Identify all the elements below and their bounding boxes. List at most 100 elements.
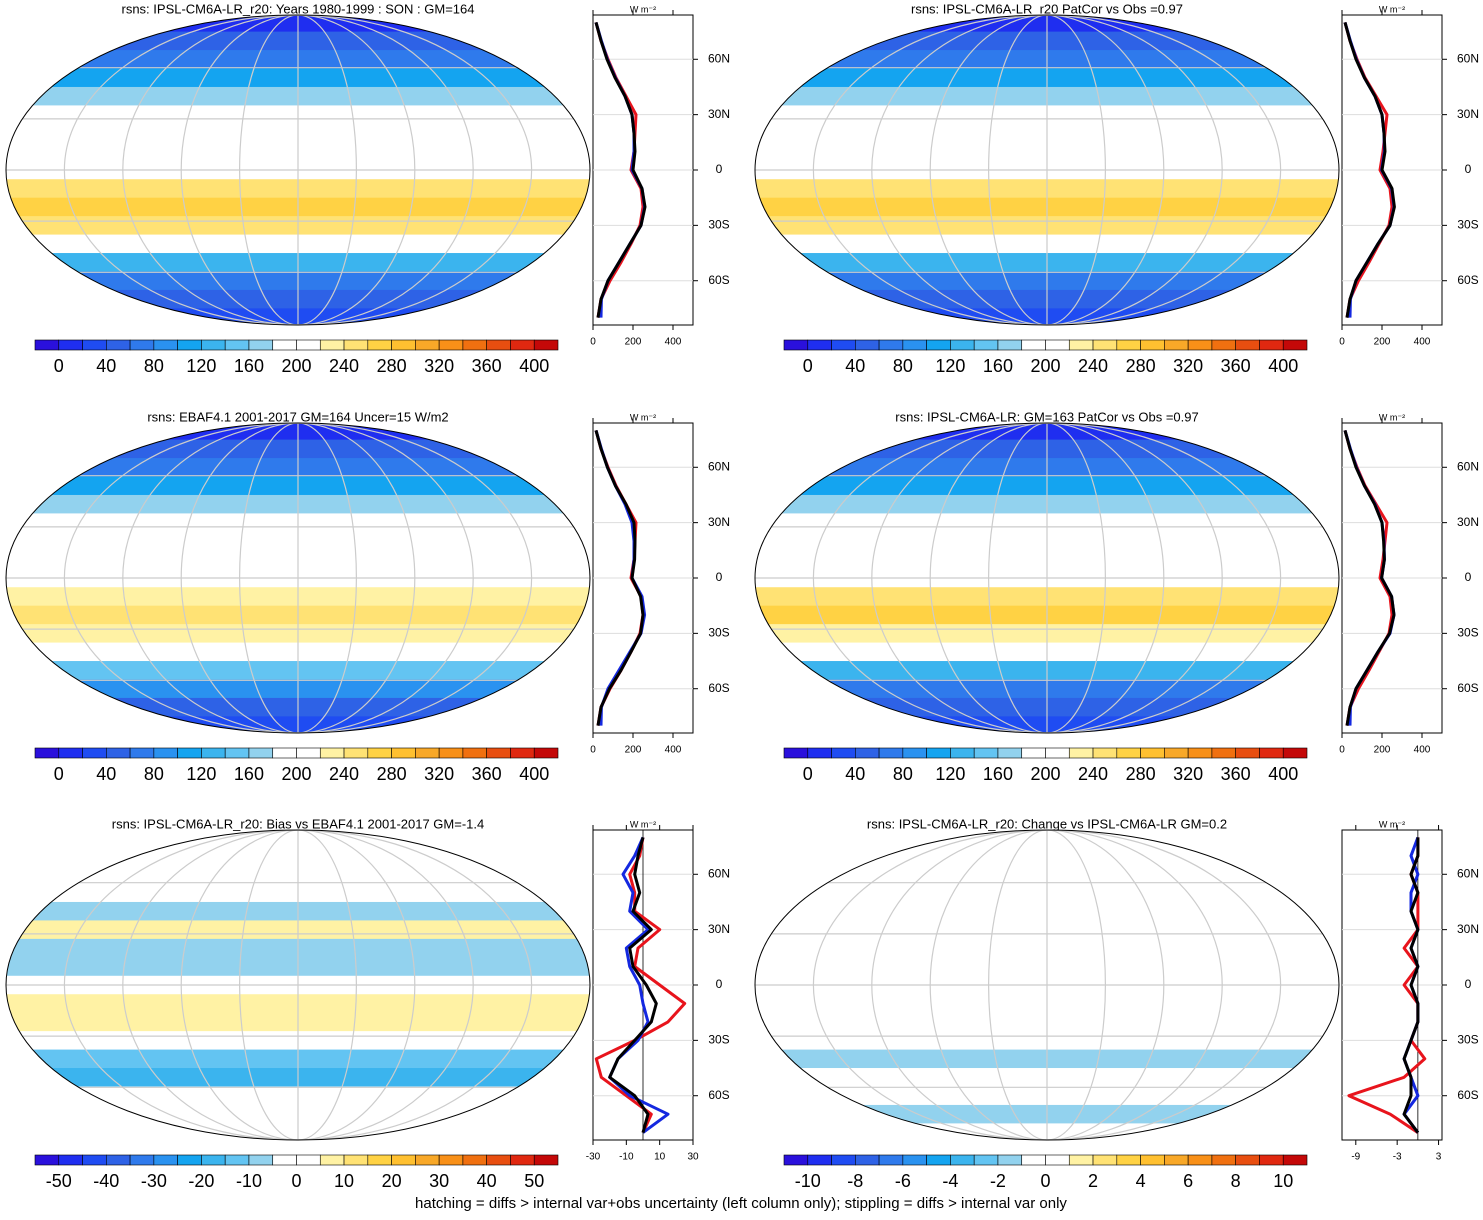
colorbar-box [926,747,951,759]
colorbar-box [153,747,178,759]
x-tick-label: 10 [654,1152,666,1163]
zonal-units: W m⁻² [630,4,656,14]
map [755,15,1339,325]
map-outline [5,14,591,326]
colorbar-label: 200 [281,764,311,784]
zonal-line [594,837,687,1134]
colorbar-box [1282,747,1308,759]
colorbar-box [1116,1154,1141,1166]
colorbar-label: 8 [1231,1171,1241,1191]
colorbar-box [343,1154,369,1166]
zonal-units: W m⁻² [630,819,656,829]
colorbar-box [1092,1154,1118,1166]
colorbar-box [807,747,832,759]
colorbar-label: 360 [1221,356,1251,376]
colorbar-box [224,747,250,759]
colorbar-label: 320 [1173,764,1203,784]
y-tick-label: 60S [1457,273,1478,287]
map [755,830,1339,1140]
colorbar-label: 20 [382,1171,402,1191]
colorbar-box [878,747,904,759]
colorbar-box [510,339,535,351]
colorbar-box [831,1154,856,1166]
colorbar-box [462,339,487,351]
colorbar-box [248,339,274,351]
x-tick-label: -10 [619,1152,634,1163]
colorbar-box [82,339,107,351]
colorbar-box [1116,339,1141,351]
colorbar-box [272,1154,297,1166]
colorbar-box [902,747,927,759]
colorbar-box [248,1154,274,1166]
colorbar-box [926,339,951,351]
colorbar-label: 320 [424,356,454,376]
colorbar-label: 240 [1078,356,1108,376]
x-tick-label: 200 [625,337,642,348]
colorbar-label: 0 [54,764,64,784]
y-tick-label: 0 [716,570,723,584]
colorbar-box [783,339,809,351]
map-outline [5,829,591,1141]
colorbar-box [997,747,1023,759]
x-tick-label: -30 [586,1152,601,1163]
colorbar-box [391,1154,416,1166]
colorbar-box [82,1154,107,1166]
colorbar-label: 160 [983,764,1013,784]
colorbar-box [1045,747,1070,759]
colorbar-box [1187,747,1213,759]
colorbar-box [510,747,535,759]
zonal-units: W m⁻² [630,412,656,422]
colorbar-label: 160 [234,356,264,376]
colorbar-box [1211,339,1236,351]
colorbar-box [878,1154,904,1166]
y-tick-label: 30S [708,218,729,232]
y-tick-label: 60N [708,459,730,473]
zonal-line [594,22,647,318]
colorbar-box [319,747,345,759]
colorbar-box [1259,747,1284,759]
panel-title: rsns: IPSL-CM6A-LR_r20: Bias vs EBAF4.1 … [112,816,484,831]
colorbar-label: 40 [845,764,865,784]
colorbar-label: 10 [1273,1171,1293,1191]
colorbar-box [319,339,345,351]
colorbar-box [1187,339,1213,351]
zonal-line [1402,837,1420,1134]
y-tick-label: 60S [708,1088,729,1102]
colorbar-box [1187,1154,1213,1166]
colorbar-box [973,339,999,351]
colorbar-box [438,747,464,759]
colorbar-box [855,339,880,351]
y-tick-label: 30S [1457,218,1478,232]
y-tick-label: 30N [708,922,730,936]
colorbar-box [296,1154,321,1166]
colorbar-box [486,1154,511,1166]
y-tick-label: 0 [716,162,723,176]
colorbar-label: -4 [942,1171,958,1191]
colorbar-box [177,339,202,351]
colorbar-box [807,1154,832,1166]
colorbar-box [486,747,511,759]
colorbar-box [106,339,131,351]
colorbar-box [106,747,131,759]
colorbar-label: -6 [895,1171,911,1191]
x-tick-label: 400 [1414,337,1431,348]
colorbar-label: 280 [1126,764,1156,784]
colorbar-box [1021,1154,1046,1166]
x-tick-label: -3 [1393,1152,1402,1163]
colorbar-label: 280 [1126,356,1156,376]
colorbar-box [343,339,369,351]
colorbar-box [1140,339,1165,351]
y-tick-label: 60N [1457,459,1479,473]
y-tick-label: 30N [1457,922,1479,936]
colorbar-box [1164,747,1189,759]
colorbar-box [296,339,321,351]
colorbar-box [58,747,83,759]
colorbar-label: 0 [1040,1171,1050,1191]
x-tick-label: 400 [665,745,682,756]
panel-title: rsns: IPSL-CM6A-LR: GM=163 PatCor vs Obs… [895,409,1198,424]
y-tick-label: 30N [708,107,730,121]
colorbar-box [272,339,297,351]
y-tick-label: 30N [1457,107,1479,121]
colorbar-box [224,339,250,351]
colorbar-box [510,1154,535,1166]
